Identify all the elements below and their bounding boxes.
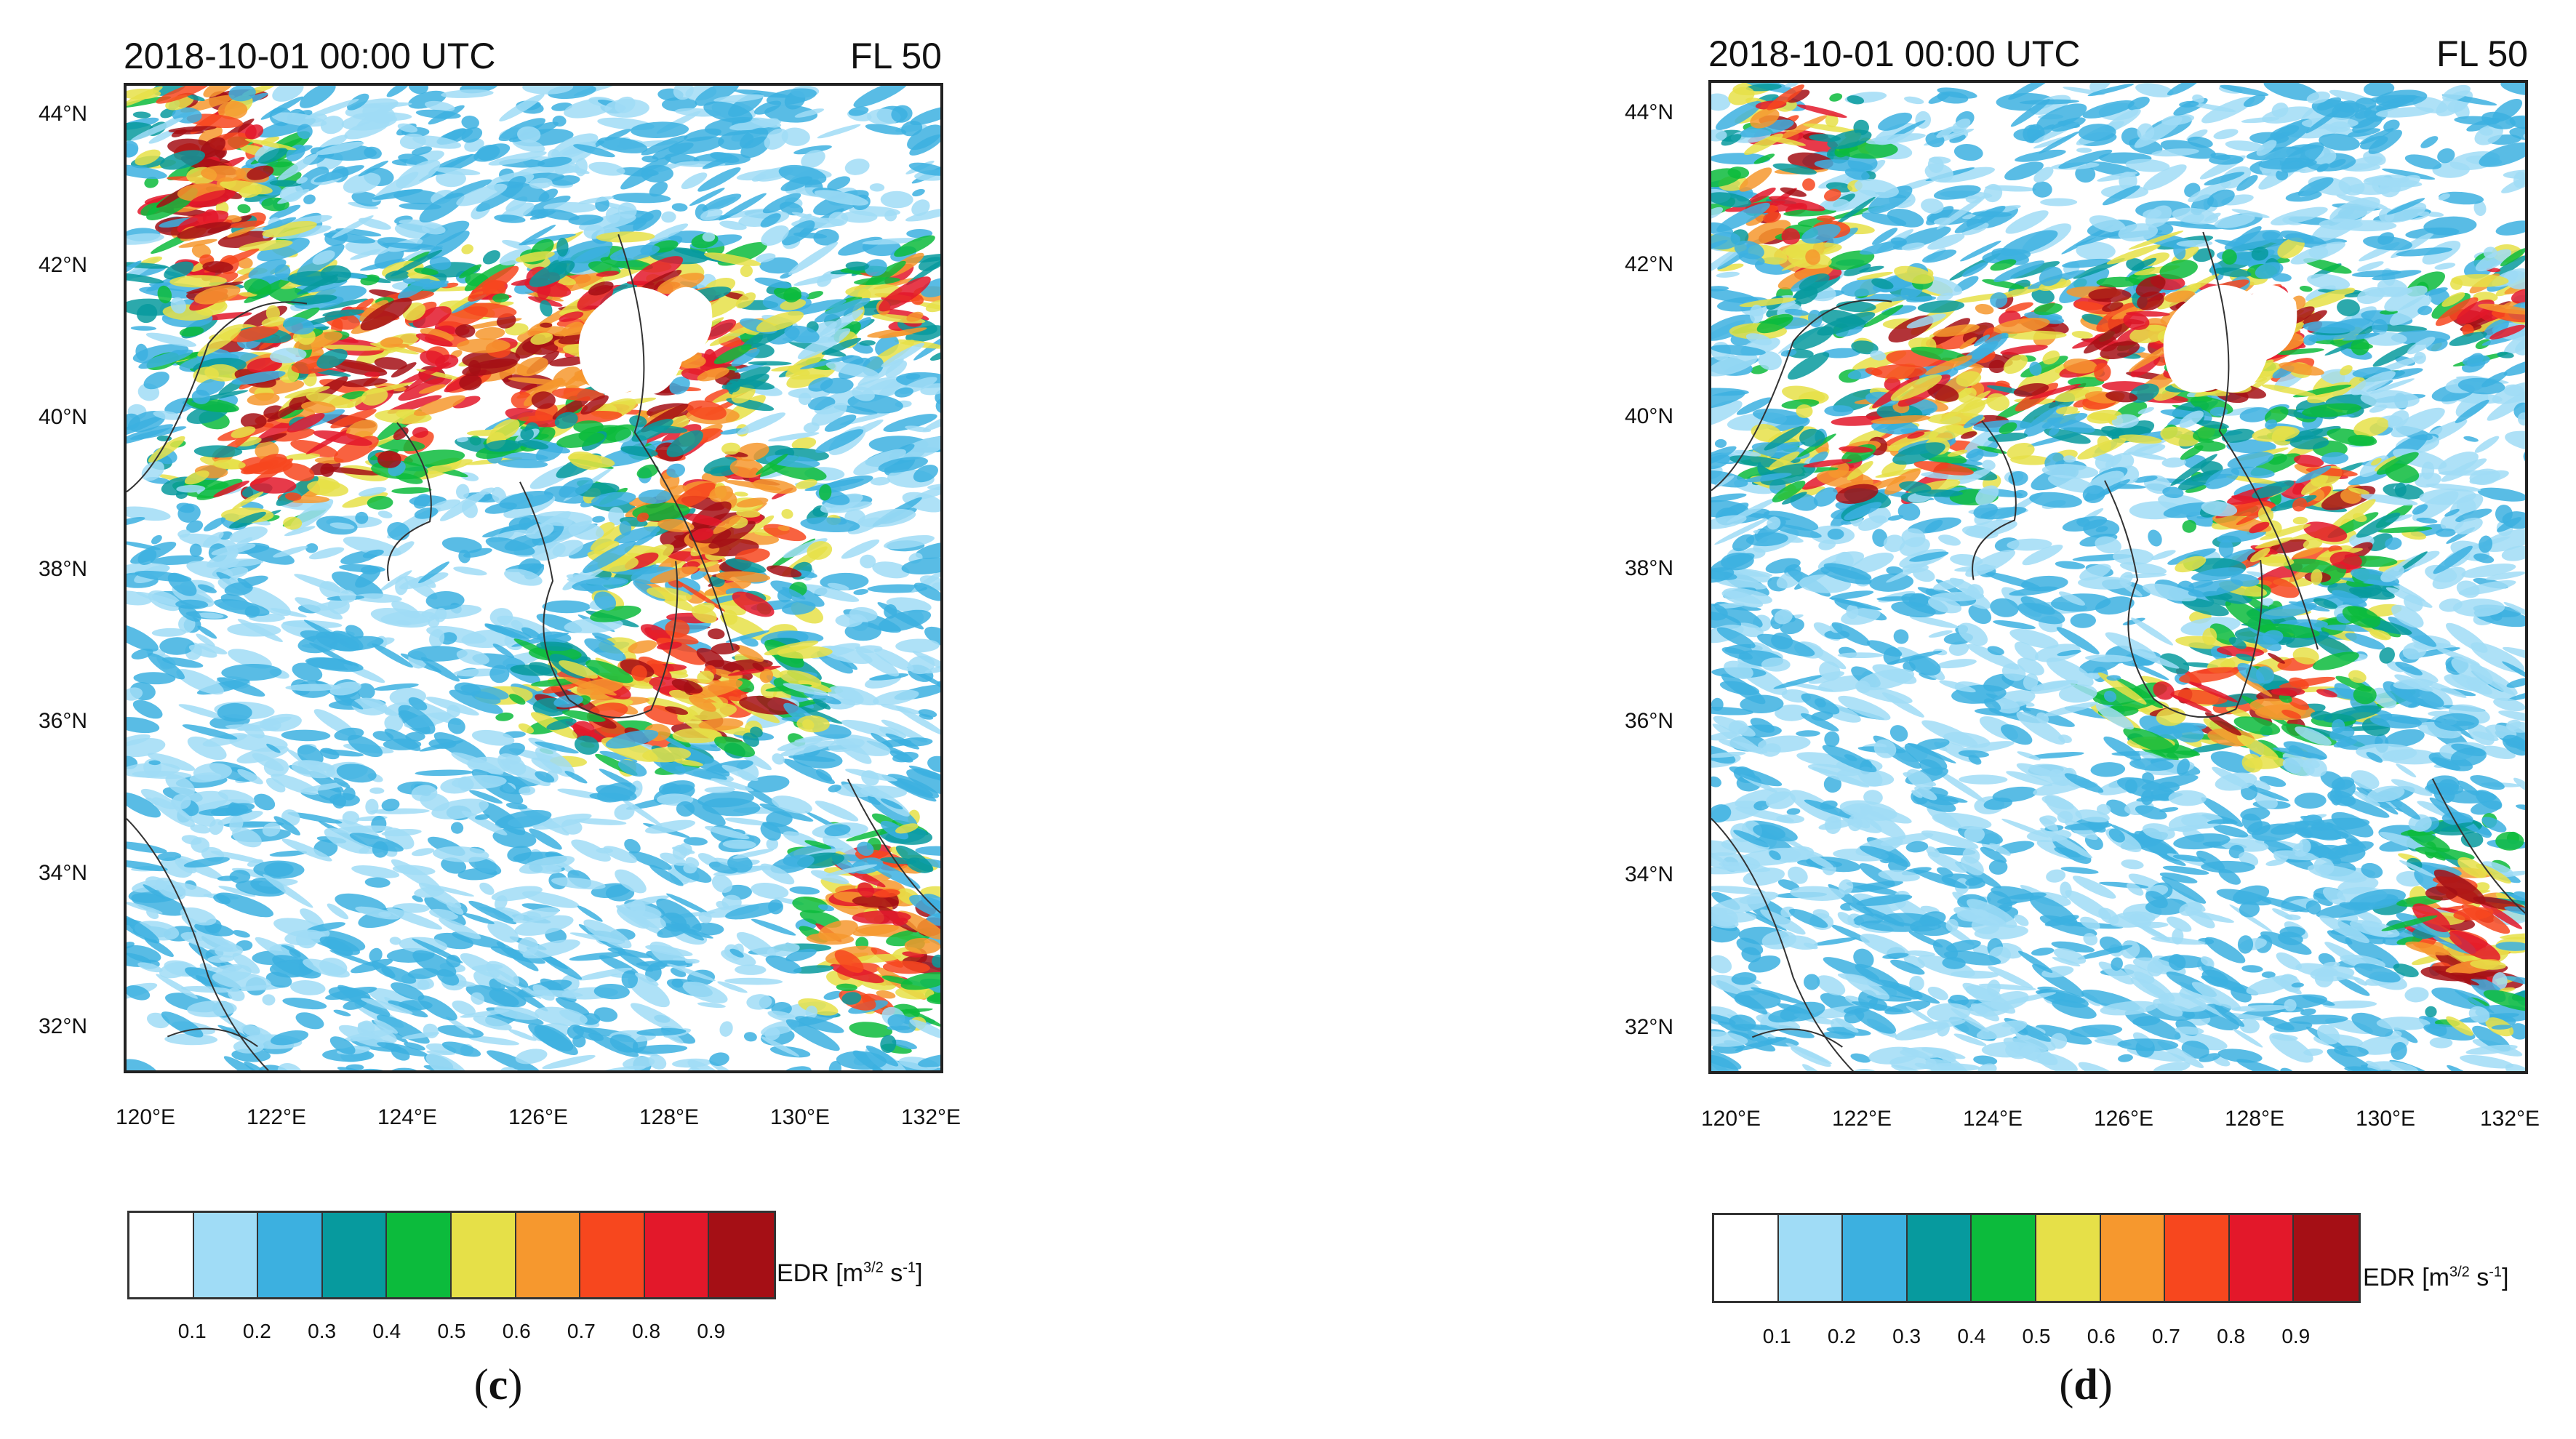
lon-label-124: 124°E xyxy=(377,1105,438,1129)
colorbar-tick-label: 0.5 xyxy=(437,1320,466,1342)
colorbar-tick-label: 0.7 xyxy=(567,1320,596,1342)
colorbar-tick-label: 0.7 xyxy=(2151,1325,2180,1347)
lon-label-126: 126°E xyxy=(2093,1107,2154,1131)
colorbar-swatch xyxy=(2229,1215,2295,1301)
lon-label-130: 130°E xyxy=(2355,1107,2416,1131)
colorbar-tick-label: 0.4 xyxy=(1957,1325,1986,1347)
colorbar-swatch xyxy=(644,1213,710,1297)
panel-d: 2018-10-01 00:00 UTC FL 50 44°N 42°N 40°… xyxy=(1288,0,2576,1439)
colorbar-tick-label: 0.9 xyxy=(697,1320,726,1342)
colorbar-swatch xyxy=(1843,1215,1908,1301)
colorbar-swatch xyxy=(580,1213,645,1297)
coastline xyxy=(1711,231,2525,1071)
lat-label-36: 36°N xyxy=(1624,709,1673,733)
colorbar-swatch xyxy=(451,1213,516,1297)
edr-map xyxy=(1708,80,2528,1074)
colorbar-swatch xyxy=(258,1213,323,1297)
flight-level-label: FL 50 xyxy=(2436,33,2528,74)
lat-label-32: 32°N xyxy=(38,1014,87,1038)
colorbar xyxy=(1712,1213,2361,1303)
colorbar-tick-label: 0.2 xyxy=(242,1320,271,1342)
lat-label-42: 42°N xyxy=(38,253,87,277)
lon-label-132: 132°E xyxy=(900,1105,961,1129)
colorbar-swatch xyxy=(2294,1215,2359,1301)
no-data-region xyxy=(2163,284,2297,393)
lat-label-34: 34°N xyxy=(1624,862,1673,886)
edr-field xyxy=(1711,83,2525,1071)
colorbar-tick-label: 0.6 xyxy=(502,1320,531,1342)
flight-level-label: FL 50 xyxy=(849,36,942,76)
lat-label-32: 32°N xyxy=(1624,1015,1673,1039)
lat-label-42: 42°N xyxy=(1624,252,1673,276)
colorbar-swatch xyxy=(1714,1215,1779,1301)
panel-caption: (c) xyxy=(473,1360,523,1408)
colorbar-swatch xyxy=(709,1213,774,1297)
colorbar-tick-label: 0.9 xyxy=(2281,1325,2311,1347)
lat-label-38: 38°N xyxy=(1624,556,1673,580)
map-title: 2018-10-01 00:00 UTC xyxy=(1708,33,2081,74)
colorbar-tick-label: 0.8 xyxy=(2217,1325,2246,1347)
lon-label-126: 126°E xyxy=(508,1105,569,1129)
colorbar-tick-label: 0.3 xyxy=(308,1320,337,1342)
map-title: 2018-10-01 00:00 UTC xyxy=(124,36,496,76)
colorbar-tick-label: 0.3 xyxy=(1892,1325,1921,1347)
panel-c: 2018-10-01 00:00 UTC FL 50 44°N 42°N 40°… xyxy=(38,36,961,1408)
lat-label-40: 40°N xyxy=(1624,404,1673,428)
no-data-region xyxy=(578,286,713,395)
edr-field xyxy=(127,86,940,1070)
lon-label-130: 130°E xyxy=(769,1105,831,1129)
colorbar-tick-label: 0.1 xyxy=(1762,1325,1791,1347)
colorbar-tick-label: 0.5 xyxy=(2022,1325,2051,1347)
lon-label-128: 128°E xyxy=(2224,1107,2285,1131)
colorbar-swatch xyxy=(193,1213,259,1297)
colorbar-swatch xyxy=(1907,1215,1972,1301)
colorbar-tick-label: 0.4 xyxy=(372,1320,401,1342)
colorbar-tick-label: 0.8 xyxy=(632,1320,661,1342)
edr-map xyxy=(124,83,943,1073)
colorbar-swatch xyxy=(516,1213,581,1297)
colorbar-tick-label: 0.1 xyxy=(177,1320,207,1342)
colorbar-tick-label: 0.6 xyxy=(2087,1325,2116,1347)
lon-label-122: 122°E xyxy=(1831,1107,1892,1131)
colorbar-swatch xyxy=(2165,1215,2230,1301)
colorbar-swatch xyxy=(322,1213,388,1297)
colorbar-title: EDR [m3/2 s-1] xyxy=(777,1259,923,1287)
colorbar-swatch xyxy=(2100,1215,2166,1301)
coastline xyxy=(127,233,940,1070)
lat-label-34: 34°N xyxy=(38,861,87,885)
colorbar-swatch xyxy=(129,1213,194,1297)
lat-label-44: 44°N xyxy=(38,102,87,126)
colorbar xyxy=(127,1211,776,1299)
colorbar-swatch xyxy=(387,1213,452,1297)
lat-label-38: 38°N xyxy=(38,557,87,581)
colorbar-title: EDR [m3/2 s-1] xyxy=(2363,1264,2509,1291)
lat-label-36: 36°N xyxy=(38,709,87,733)
lon-label-124: 124°E xyxy=(1962,1107,2023,1131)
colorbar-swatch xyxy=(2036,1215,2101,1301)
lon-label-120: 120°E xyxy=(115,1105,176,1129)
lat-label-40: 40°N xyxy=(38,405,87,429)
lat-label-44: 44°N xyxy=(1624,100,1673,124)
lon-label-132: 132°E xyxy=(2479,1107,2540,1131)
lon-label-122: 122°E xyxy=(246,1105,307,1129)
colorbar-tick-label: 0.2 xyxy=(1827,1325,1856,1347)
lon-label-128: 128°E xyxy=(639,1105,700,1129)
colorbar-swatch xyxy=(1778,1215,1844,1301)
colorbar-swatch xyxy=(1972,1215,2036,1301)
panel-caption: (d) xyxy=(2059,1360,2113,1408)
lon-label-120: 120°E xyxy=(1700,1107,1761,1131)
